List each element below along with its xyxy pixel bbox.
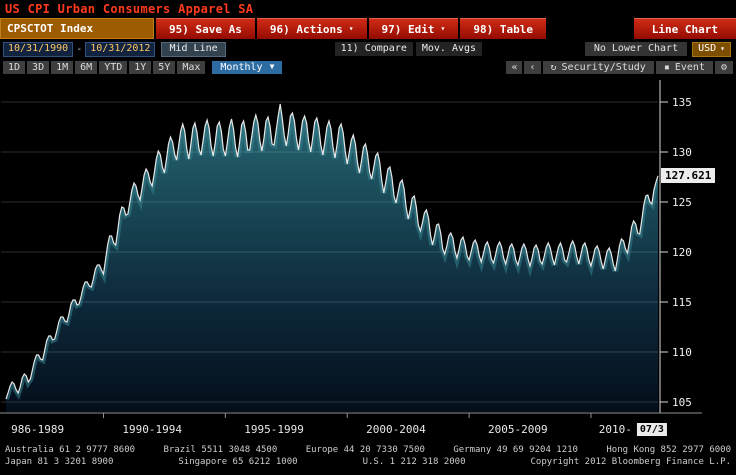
chart-type-label: Line Chart bbox=[651, 22, 718, 36]
chevron-down-icon: ▾ bbox=[440, 24, 446, 33]
y-axis-tick-label: 130 bbox=[672, 146, 692, 159]
date-from-field[interactable]: 10/31/1990 bbox=[3, 41, 74, 57]
menu-button-table[interactable]: 98) Table bbox=[460, 18, 546, 39]
menu-button-save-as[interactable]: 95) Save As bbox=[156, 18, 255, 39]
range-button-6m[interactable]: 6M bbox=[75, 60, 98, 74]
footer-segment: Brazil 5511 3048 4500 bbox=[163, 445, 278, 455]
range-button-5y[interactable]: 5Y bbox=[153, 60, 176, 74]
footer-segment: Hong Kong 852 2977 6000 bbox=[606, 445, 731, 455]
event-button[interactable]: ▪ Event bbox=[655, 60, 713, 74]
footer-segment: Singapore 65 6212 1000 bbox=[178, 457, 298, 467]
page-title: US CPI Urban Consumers Apparel SA bbox=[5, 2, 254, 16]
title-bar: US CPI Urban Consumers Apparel SA bbox=[0, 0, 736, 17]
y-axis-tick-label: 125 bbox=[672, 196, 692, 209]
last-value-label: 127.621 bbox=[661, 167, 716, 183]
range-button-1y[interactable]: 1Y bbox=[129, 60, 152, 74]
currency-label: USD bbox=[698, 43, 717, 54]
footer-segment: U.S. 1 212 318 2000 bbox=[362, 457, 466, 467]
range-button-1d[interactable]: 1D bbox=[3, 60, 26, 74]
footer: Australia 61 2 9777 8600 Brazil 5511 3048… bbox=[0, 440, 736, 468]
x-axis-labels: 986-1989 1990-1994 1995-1999 2000-2004 2005-… bbox=[0, 420, 736, 440]
footer-contact-line-1: Australia 61 2 9777 8600 Brazil 5511 3048… bbox=[5, 444, 731, 456]
date-to-field[interactable]: 10/31/2012 bbox=[85, 41, 156, 57]
chevron-down-icon: ▼ bbox=[269, 62, 275, 71]
chart-area-container: 105 110 115 120 125 130 135 127.621 bbox=[0, 76, 736, 420]
date-from-value: 10/31/1990 bbox=[8, 42, 69, 54]
menu-button-label: 96) Actions bbox=[269, 22, 343, 36]
menu-button-label: 98) Table bbox=[473, 22, 533, 36]
security-study-label: Security/Study bbox=[561, 61, 646, 73]
x-axis-label: 2005-2009 bbox=[488, 423, 548, 436]
x-axis-label: 2000-2004 bbox=[366, 423, 426, 436]
y-axis-tick-label: 105 bbox=[672, 396, 692, 409]
range-button-3d[interactable]: 3D bbox=[27, 60, 50, 74]
menu-button-actions[interactable]: 96) Actions ▾ bbox=[256, 18, 367, 39]
x-axis-label: 986-1989 bbox=[11, 423, 65, 436]
menu-buttons: 95) Save As 96) Actions ▾ 97) Edit ▾ 98) Tabl… bbox=[154, 18, 546, 39]
period-dropdown[interactable]: Monthly ▼ bbox=[212, 60, 283, 74]
date-range-separator: - bbox=[76, 43, 83, 55]
date-to-value: 10/31/2012 bbox=[90, 42, 151, 54]
chart-area-fill bbox=[6, 104, 658, 412]
y-axis-tick-label: 110 bbox=[672, 346, 692, 359]
security-study-button[interactable]: ↻ Security/Study bbox=[542, 60, 654, 74]
refresh-icon: ↻ bbox=[550, 61, 557, 73]
chevron-left-icon: ‹ bbox=[529, 61, 536, 73]
security-field-text: CPSCTOT Index bbox=[7, 22, 94, 35]
chart-type-button[interactable]: Line Chart bbox=[633, 18, 736, 39]
line-style-dropdown[interactable]: Mid Line bbox=[161, 41, 226, 57]
period-label: Monthly bbox=[220, 61, 263, 73]
footer-segment: Germany 49 69 9204 1210 bbox=[453, 445, 578, 455]
event-marker-icon: ▪ bbox=[663, 61, 670, 73]
x-axis-label: 1995-1999 bbox=[244, 423, 304, 436]
settings-button[interactable]: ⚙ bbox=[714, 60, 733, 74]
menu-bar: CPSCTOT Index 95) Save As 96) Actions ▾ 97)… bbox=[0, 18, 736, 39]
chart-line bbox=[5, 103, 659, 400]
nav-prev-button[interactable]: ‹ bbox=[524, 60, 541, 74]
gear-icon: ⚙ bbox=[720, 61, 727, 73]
range-buttons: 1D 3D 1M 6M YTD 1Y 5Y Max bbox=[3, 60, 206, 74]
menu-button-label: 95) Save As bbox=[169, 22, 242, 36]
chevron-down-icon: ▾ bbox=[348, 24, 354, 33]
currency-dropdown[interactable]: USD ▾ bbox=[692, 41, 731, 57]
double-chevron-left-icon: « bbox=[511, 61, 518, 73]
current-date-marker: 07/3 bbox=[636, 423, 667, 436]
menu-button-label: 97) Edit bbox=[381, 22, 435, 36]
range-button-1m[interactable]: 1M bbox=[51, 60, 74, 74]
menu-button-edit[interactable]: 97) Edit ▾ bbox=[368, 18, 459, 39]
range-button-max[interactable]: Max bbox=[177, 60, 206, 74]
compare-button[interactable]: 11) Compare bbox=[334, 42, 413, 56]
price-chart[interactable]: 105 110 115 120 125 130 135 bbox=[0, 76, 736, 420]
range-button-ytd[interactable]: YTD bbox=[99, 60, 128, 74]
nav-first-button[interactable]: « bbox=[506, 60, 523, 74]
footer-segment: Japan 81 3 3201 8900 bbox=[5, 457, 114, 467]
x-axis-label: 1990-1994 bbox=[122, 423, 183, 436]
chevron-down-icon: ▾ bbox=[720, 44, 725, 53]
range-bar: 1D 3D 1M 6M YTD 1Y 5Y Max Monthly ▼ « ‹ ↻ Secur… bbox=[0, 58, 736, 76]
compare-label: 11) Compare bbox=[340, 43, 407, 54]
event-label: Event bbox=[674, 61, 705, 73]
moving-averages-label: Mov. Avgs bbox=[421, 43, 477, 54]
line-style-label: Mid Line bbox=[169, 42, 218, 54]
chart-toolbar: 10/31/1990 - 10/31/2012 Mid Line 11) Com… bbox=[0, 39, 736, 58]
footer-segment: Europe 44 20 7330 7500 bbox=[305, 445, 425, 455]
y-axis-tick-label: 115 bbox=[672, 296, 692, 309]
y-axis-tick-label: 135 bbox=[672, 96, 692, 109]
security-field[interactable]: CPSCTOT Index bbox=[0, 18, 154, 39]
footer-contact-line-2: Japan 81 3 3201 8900 Singapore 65 6212 10… bbox=[5, 456, 731, 468]
x-axis-label: 2010- bbox=[598, 423, 632, 436]
moving-averages-button[interactable]: Mov. Avgs bbox=[415, 42, 483, 56]
lower-chart-dropdown[interactable]: No Lower Chart bbox=[584, 42, 688, 56]
footer-segment: Copyright 2012 Bloomberg Finance L.P. bbox=[530, 457, 731, 467]
lower-chart-label: No Lower Chart bbox=[593, 43, 679, 54]
footer-segment: Australia 61 2 9777 8600 bbox=[5, 445, 136, 455]
y-axis-tick-label: 120 bbox=[672, 246, 692, 259]
